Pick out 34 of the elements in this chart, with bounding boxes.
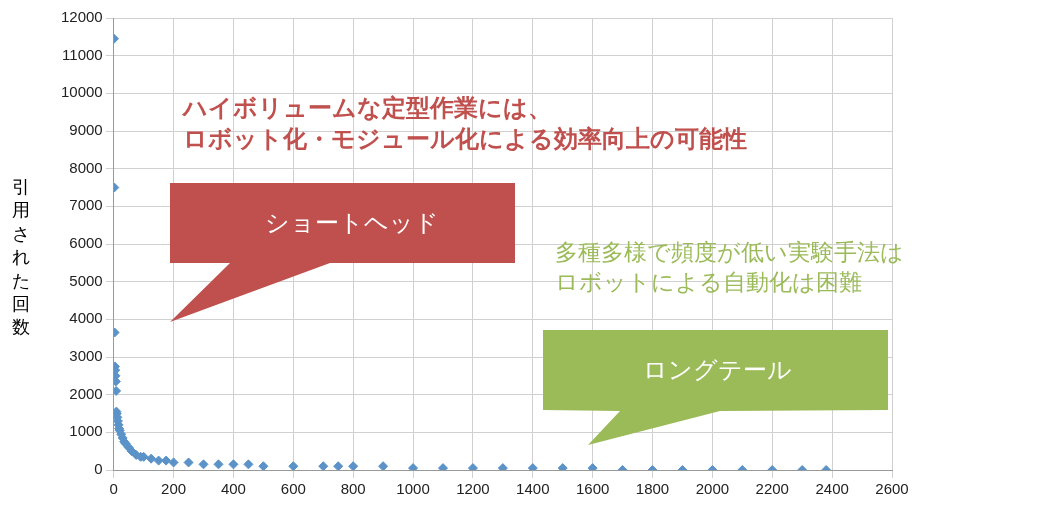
annotation: ロボットによる自動化は困難 <box>555 268 862 297</box>
y-tick-label: 6000 <box>69 234 103 252</box>
x-tick-label: 2600 <box>875 480 909 498</box>
y-tick-label: 0 <box>94 460 103 478</box>
x-tick-label: 1000 <box>396 480 430 498</box>
y-tick-label: 7000 <box>69 196 103 214</box>
x-tick-label: 0 <box>109 480 118 498</box>
annotation: ロングテール <box>643 355 792 386</box>
x-tick-label: 800 <box>340 480 366 498</box>
x-tick-label: 1400 <box>516 480 550 498</box>
annotation: ロボット化・モジュール化による効率向上の可能性 <box>183 124 747 154</box>
annotation: ハイボリュームな定型作業には、 <box>183 93 552 123</box>
y-tick-label: 4000 <box>69 309 103 327</box>
x-tick-label: 1200 <box>456 480 490 498</box>
annotation: 多種多様で頻度が低い実験手法は <box>555 238 904 267</box>
x-tick-label: 2000 <box>695 480 730 498</box>
x-tick-label: 1800 <box>635 480 670 498</box>
x-tick-label: 2400 <box>815 480 849 498</box>
y-tick-label: 5000 <box>69 271 103 289</box>
x-tick-label: 400 <box>220 480 246 498</box>
x-tick-label: 1600 <box>575 480 610 498</box>
x-tick-label: 200 <box>161 480 187 498</box>
y-tick-label: 9000 <box>69 121 103 139</box>
x-tick-label: 2200 <box>755 480 789 498</box>
y-tick-label: 1000 <box>69 422 103 440</box>
x-tick-label: 600 <box>280 480 306 498</box>
y-tick-label: 2000 <box>69 384 103 402</box>
y-axis-title: 引用された回数 <box>12 175 30 339</box>
y-tick-label: 10000 <box>60 83 103 101</box>
annotation: ショートヘッド <box>265 208 439 239</box>
y-tick-label: 3000 <box>69 347 103 365</box>
y-tick-label: 11000 <box>62 45 103 63</box>
y-tick-label: 12000 <box>60 8 103 26</box>
y-tick-label: 8000 <box>69 158 103 176</box>
